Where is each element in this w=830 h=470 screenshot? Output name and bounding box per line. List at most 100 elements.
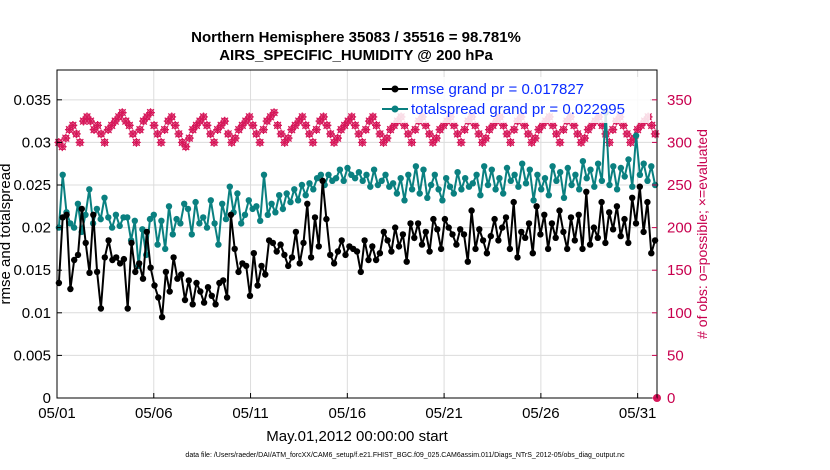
rmse-point [200, 299, 208, 306]
obs-evaluated-marker [195, 116, 205, 126]
rmse-point [143, 228, 150, 236]
rmse-point [571, 237, 578, 244]
spread-point [443, 175, 450, 182]
spread-point [370, 166, 378, 173]
spread-point [203, 224, 211, 231]
rmse-point [380, 228, 387, 236]
obs-evaluated-marker [400, 120, 410, 130]
spread-point [644, 177, 651, 184]
spread-point [594, 160, 602, 167]
spread-point [541, 175, 549, 182]
x-tick-label: 05/01 [38, 405, 76, 422]
obs-evaluated-marker [604, 138, 614, 147]
x-tick-label: 05/31 [619, 405, 657, 422]
y-tick-label: 0.015 [13, 262, 51, 279]
spread-point [101, 194, 108, 201]
y-tick-label: 0.005 [13, 347, 51, 364]
obs-evaluated-marker [552, 129, 561, 139]
spread-point [86, 186, 93, 193]
rmse-point [307, 254, 315, 261]
spread-point [462, 175, 469, 182]
spread-point [424, 194, 431, 201]
rmse-point [632, 220, 640, 227]
rmse-point [101, 254, 109, 261]
rmse-point [151, 282, 158, 289]
spread-point [458, 186, 465, 193]
rmse-point [277, 241, 284, 248]
legend-box [380, 77, 650, 123]
obs-evaluated-marker [177, 138, 187, 147]
rmse-point [105, 237, 112, 244]
spread-point [568, 181, 575, 189]
y-axis-right-ticks: 0 50 100 150 200 250 300 350 [652, 92, 692, 407]
obs-evaluated-marker [537, 120, 547, 130]
obs-evaluated-marker [223, 129, 233, 139]
obs-evaluated-marker [322, 120, 332, 130]
rmse-point [139, 275, 147, 282]
obs-evaluated-marker [241, 116, 251, 126]
spread-point [226, 183, 233, 190]
obs-evaluated-marker [421, 120, 431, 130]
spread-point [519, 160, 526, 167]
rmse-point [388, 248, 395, 255]
spread-point [302, 192, 309, 199]
spread-point [336, 166, 344, 173]
obs-evaluated-marker [474, 129, 484, 139]
obs-evaluated-marker [174, 129, 184, 139]
obs-evaluated-marker [301, 120, 311, 130]
obs-evaluated-marker [629, 133, 639, 143]
rmse-point [212, 301, 219, 308]
spread-point [112, 211, 120, 218]
obs-evaluated-marker [597, 120, 607, 130]
obs-evaluated-marker [453, 129, 462, 139]
rmse-point [136, 260, 143, 267]
rmse-point [510, 198, 517, 206]
obs-evaluated-marker [290, 120, 300, 130]
obs-evaluated-marker [167, 112, 177, 122]
rmse-point [189, 301, 196, 308]
spread-point [598, 177, 606, 184]
y-tick-label: 0 [43, 390, 51, 407]
rmse-point [67, 285, 74, 293]
chart-title-line-2: AIRS_SPECIFIC_HUMIDITY @ 200 hPa [219, 47, 493, 64]
spread-point [625, 156, 632, 163]
rmse-point [166, 288, 173, 295]
rmse-point [437, 245, 445, 253]
spread-point [503, 164, 511, 172]
spread-point [150, 211, 157, 218]
obs-evaluated-marker [181, 142, 191, 152]
rmse-point [457, 226, 464, 233]
obs-evaluated-marker [364, 116, 374, 126]
obs-evaluated-marker [312, 125, 321, 135]
rmse-point [208, 292, 215, 299]
spread-point [526, 166, 533, 173]
spread-point [211, 220, 218, 227]
obs-evaluated-marker [216, 120, 226, 130]
rmse-point [479, 237, 487, 244]
spread-point [298, 181, 306, 189]
spread-point [268, 200, 275, 207]
spread-point [355, 169, 363, 176]
obs-evaluated-marker [428, 138, 438, 147]
totalspread-series [55, 109, 659, 270]
spread-point [124, 214, 131, 221]
legend: rmse grand pr = 0.017827 totalspread gra… [380, 77, 650, 123]
rmse-point [445, 224, 452, 231]
obs-evaluated-marker [326, 129, 335, 139]
obs-evaluated-marker [209, 138, 219, 147]
rmse-point [395, 243, 403, 250]
obs-evaluated-marker [266, 112, 275, 122]
spread-point [257, 217, 264, 224]
spread-point [131, 217, 138, 224]
legend-spread-marker [391, 105, 399, 113]
rmse-series [55, 177, 659, 321]
rmse-point [514, 254, 521, 261]
rmse-point [418, 241, 426, 248]
chart-title-line-1: Northern Hemisphere 35083 / 35516 = 98.7… [191, 29, 521, 46]
spread-point [511, 171, 518, 178]
rmse-point [254, 282, 261, 289]
rmse-point [483, 250, 491, 257]
spread-point [446, 183, 454, 190]
obs-evaluated-marker [573, 129, 582, 139]
obs-evaluated-marker [86, 116, 95, 126]
